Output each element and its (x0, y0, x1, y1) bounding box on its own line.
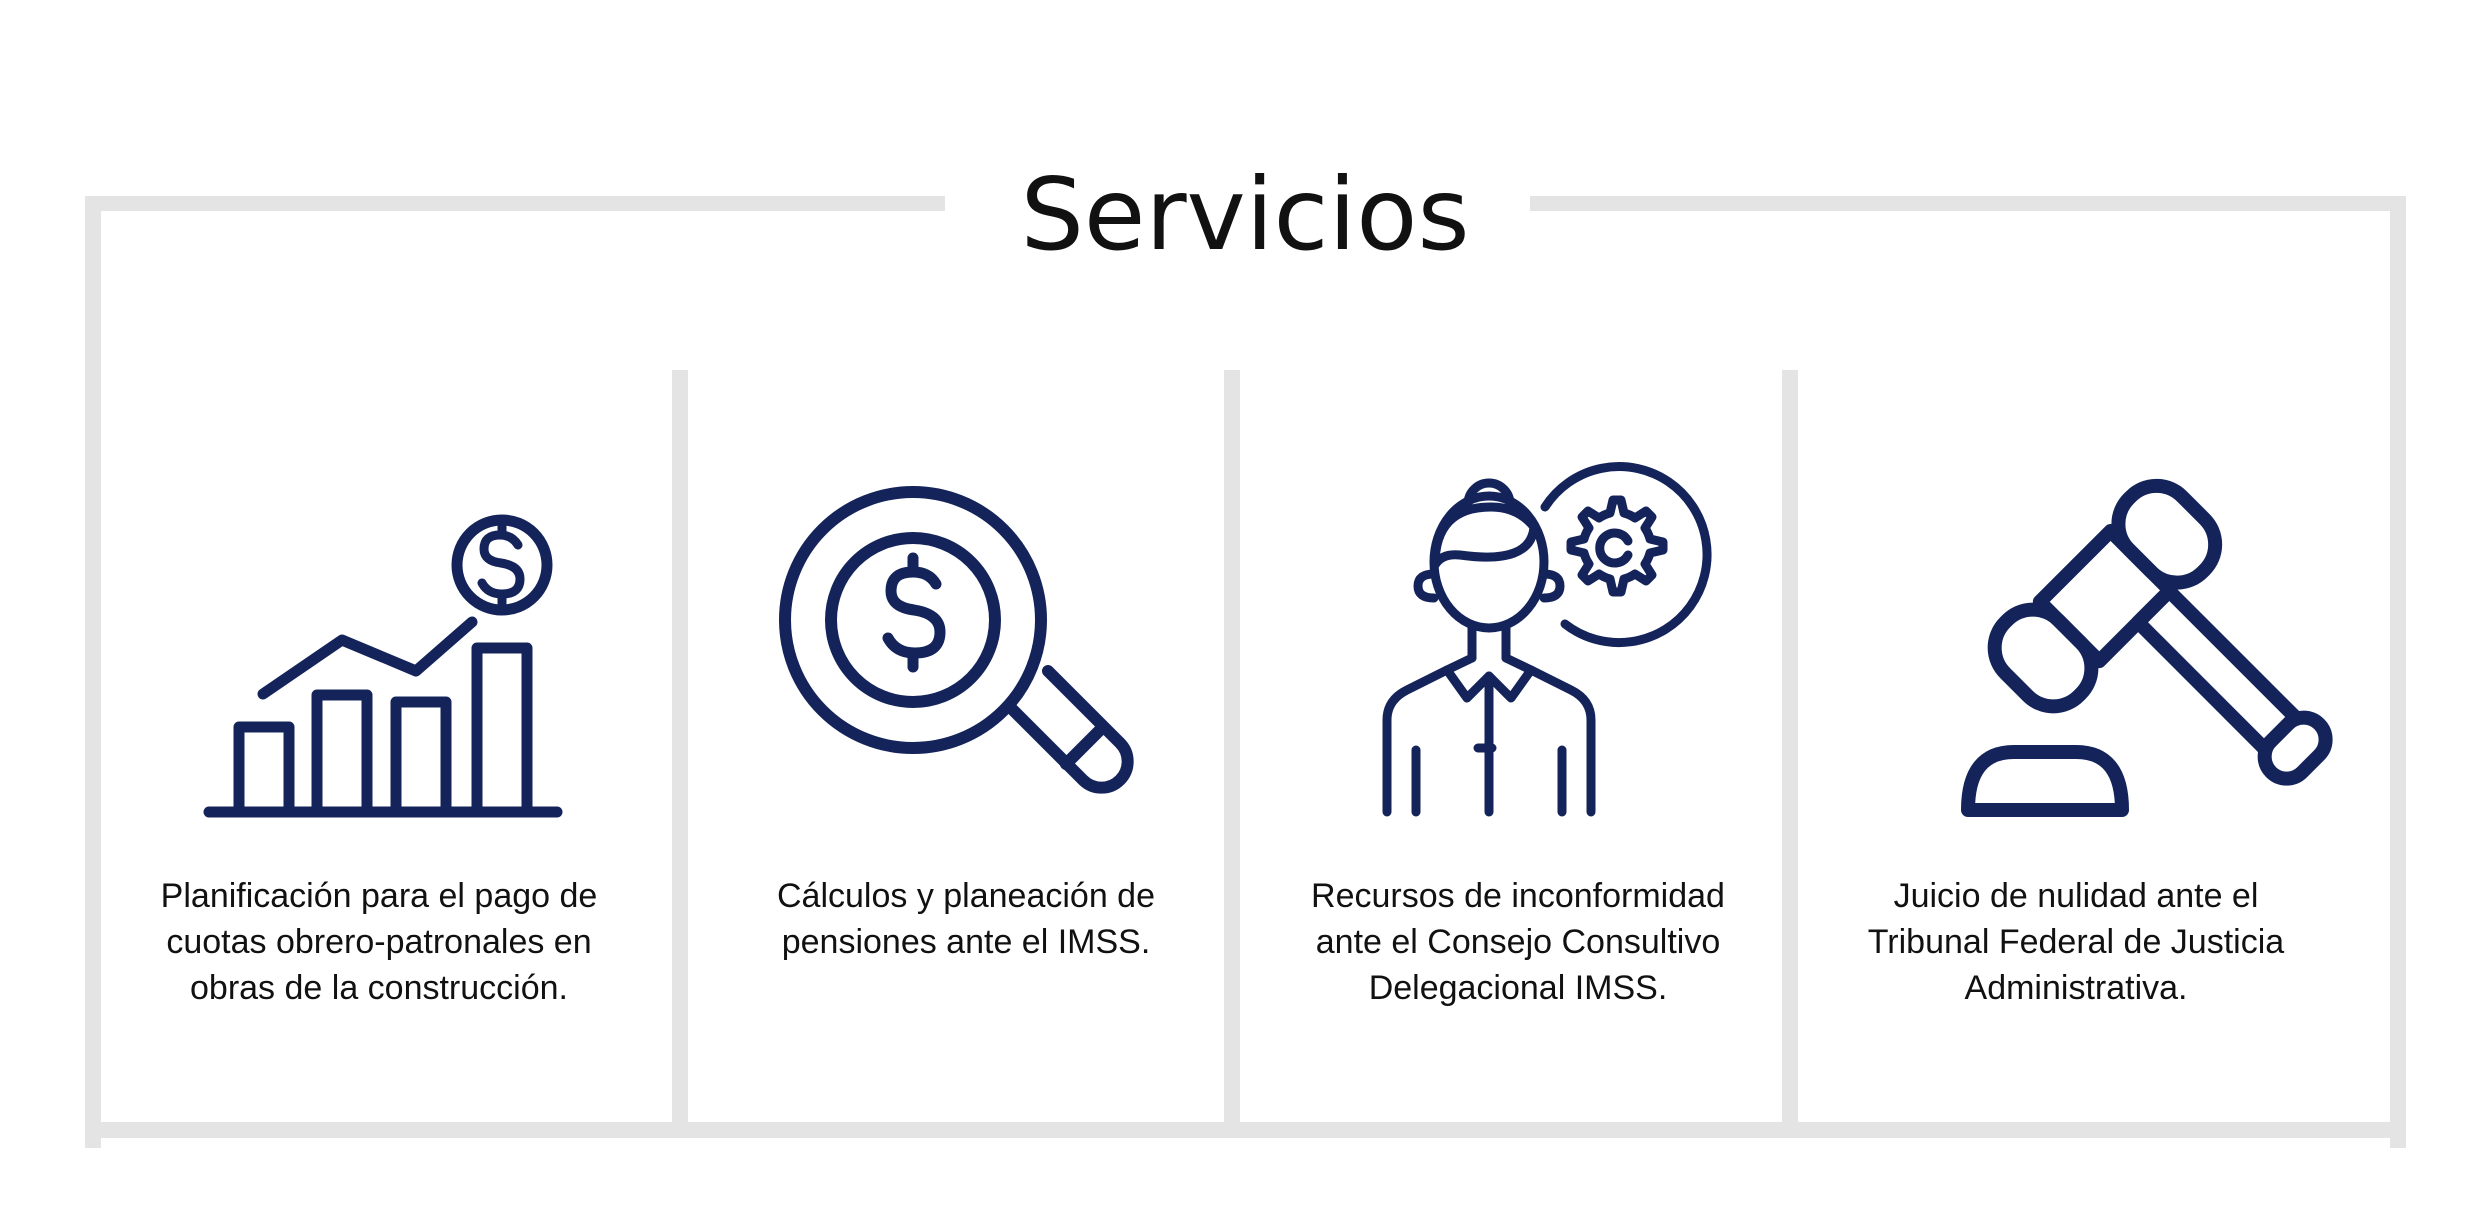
column-divider (1782, 370, 1798, 1122)
service-card-pensions: Cálculos y planeación de pensiones ante … (688, 370, 1244, 1120)
frame-left (85, 196, 101, 1148)
gavel-icon (1798, 370, 2354, 840)
section-title: Servicios (1020, 156, 1470, 273)
frame-bottom (85, 1122, 2406, 1138)
service-card-nullity: Juicio de nulidad ante el Tribunal Feder… (1798, 370, 2354, 1120)
service-description: Recursos de inconformidad ante el Consej… (1311, 877, 1725, 1007)
consultant-gear-icon (1240, 370, 1796, 840)
service-card-planning: Planificación para el pago de cuotas obr… (101, 370, 657, 1120)
service-description: Planificación para el pago de cuotas obr… (160, 877, 598, 1007)
service-card-appeals: Recursos de inconformidad ante el Consej… (1240, 370, 1796, 1120)
column-divider (672, 370, 688, 1122)
frame-top-right (1530, 196, 2405, 211)
service-description: Juicio de nulidad ante el Tribunal Feder… (1867, 877, 2285, 1007)
column-divider (1224, 370, 1240, 1122)
service-description: Cálculos y planeación de pensiones ante … (776, 877, 1156, 961)
frame-top-left (85, 196, 945, 211)
frame-right (2390, 196, 2406, 1148)
growth-chart-dollar-icon (101, 370, 657, 840)
magnifier-dollar-icon (688, 370, 1244, 840)
